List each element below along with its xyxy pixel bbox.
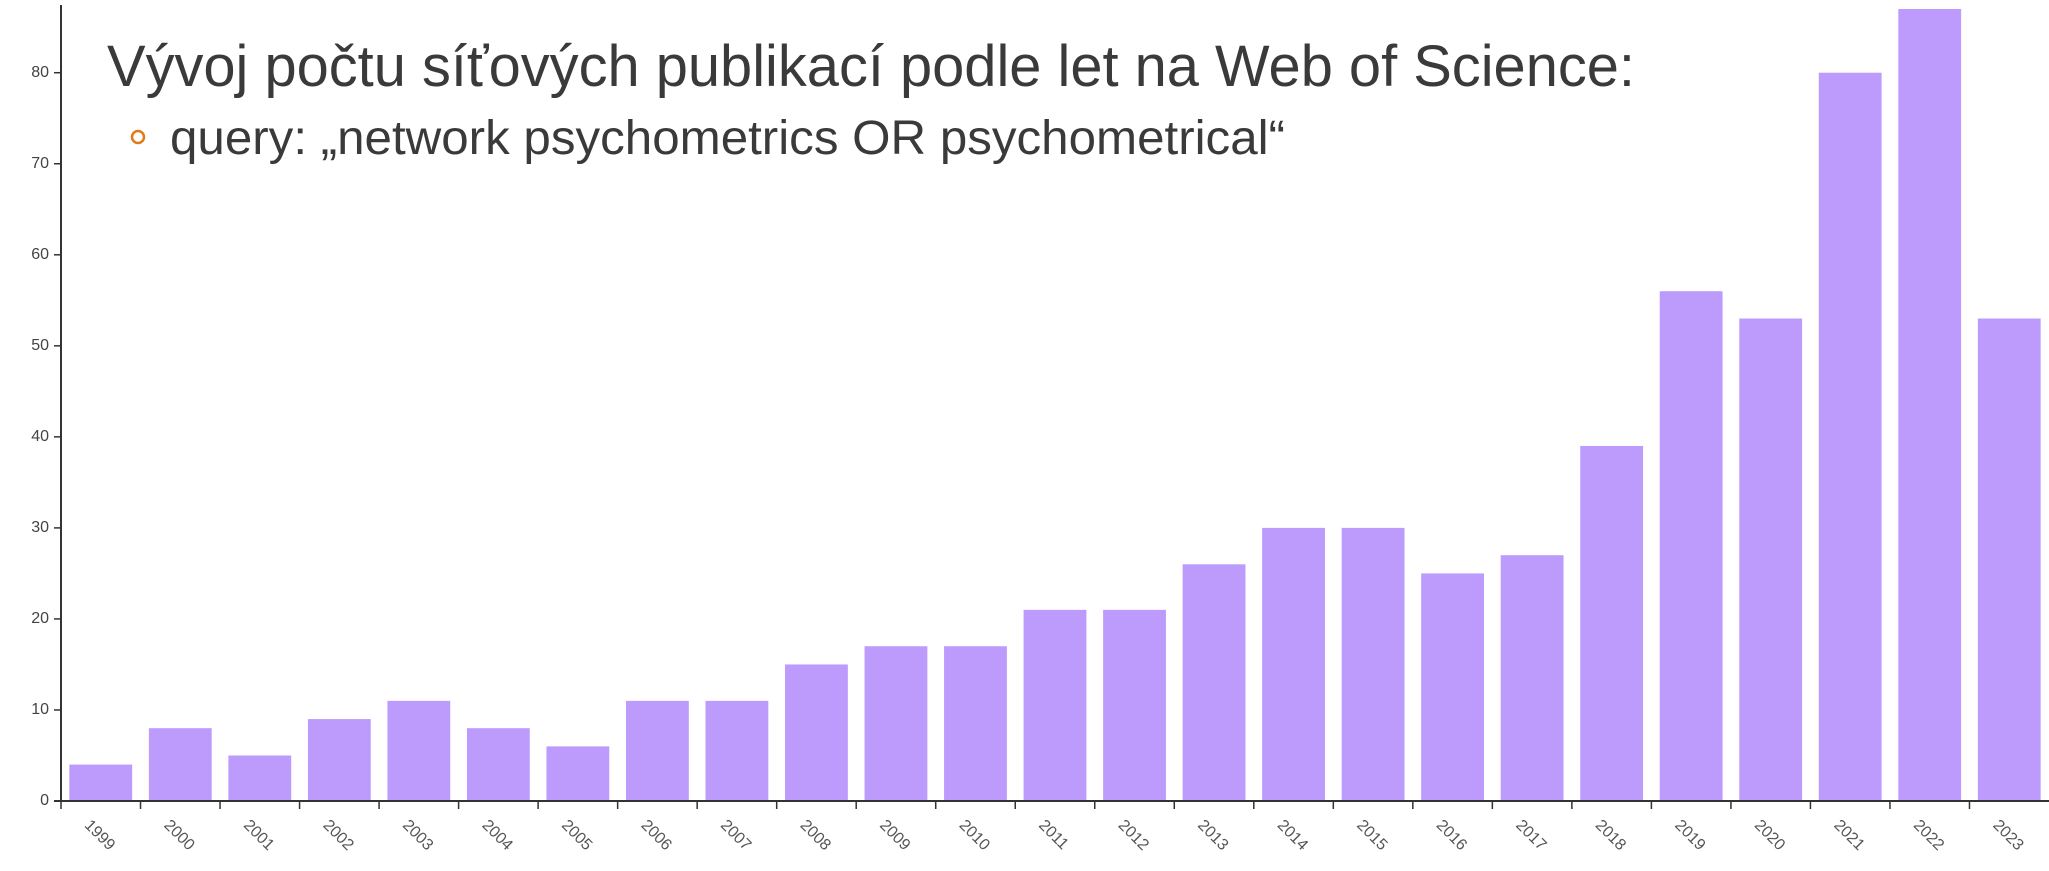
bar [1421,573,1485,801]
bar [546,746,610,801]
x-tick-label: 2006 [638,817,675,854]
x-tick-label: 2022 [1910,817,1947,854]
x-tick-label: 2016 [1433,817,1470,854]
y-tick-label: 80 [31,64,49,81]
chart-subtitle: query: „network psychometrics OR psychom… [170,112,1285,165]
x-tick-label: 2021 [1830,817,1867,854]
bar [466,728,530,801]
bar [1023,609,1087,801]
bar [705,700,769,801]
y-tick-label: 20 [31,610,49,627]
bar [148,728,212,801]
x-tick-label: 2002 [319,817,356,854]
bar [1898,9,1962,801]
x-tick-label: 2011 [1035,817,1071,853]
bar [387,700,451,801]
x-tick-label: 2020 [1751,817,1788,854]
y-tick-label: 40 [31,428,49,445]
bar [1818,72,1882,802]
x-tick-label: 2003 [399,817,436,854]
y-tick-label: 50 [31,337,49,354]
y-tick-label: 10 [31,701,49,718]
x-tick-label: 2005 [558,817,595,854]
y-tick-label: 70 [31,155,49,172]
x-tick-label: 2014 [1274,817,1311,854]
y-tick-label: 30 [31,519,49,536]
bar [1341,527,1405,801]
x-tick-label: 1999 [81,817,118,854]
bar [944,646,1007,801]
bar [625,700,689,801]
bar [1182,564,1246,801]
bar [785,664,848,801]
bar [1580,445,1644,801]
x-tick-label: 2010 [956,817,993,854]
bar [1103,609,1166,801]
x-tick-label: 2017 [1512,817,1549,854]
bar [307,719,371,801]
x-tick-label: 2013 [1194,817,1231,854]
bullet [130,129,146,145]
y-tick-label: 60 [31,246,49,263]
bar [1262,527,1325,801]
x-tick-label: 2004 [479,817,516,854]
y-tick-label: 0 [40,792,49,809]
bar [1977,318,2041,801]
bar [69,764,133,801]
x-tick-label: 2000 [160,817,197,854]
x-tick-label: 2001 [240,817,277,854]
x-tick-label: 2012 [1115,817,1152,854]
bar [1739,318,1803,801]
x-tick-label: 2018 [1592,817,1629,854]
bar [1500,555,1564,801]
bar [228,755,292,801]
x-tick-label: 2019 [1671,817,1708,854]
x-tick-label: 2007 [717,817,754,854]
x-tick-label: 2023 [1989,817,2026,854]
chart-title: Vývoj počtu síťových publikací podle let… [107,34,1635,99]
bar [1659,291,1723,801]
bar [864,646,928,801]
x-tick-label: 2009 [876,817,913,854]
x-tick-label: 2015 [1353,817,1390,854]
x-tick-label: 2008 [797,817,834,854]
